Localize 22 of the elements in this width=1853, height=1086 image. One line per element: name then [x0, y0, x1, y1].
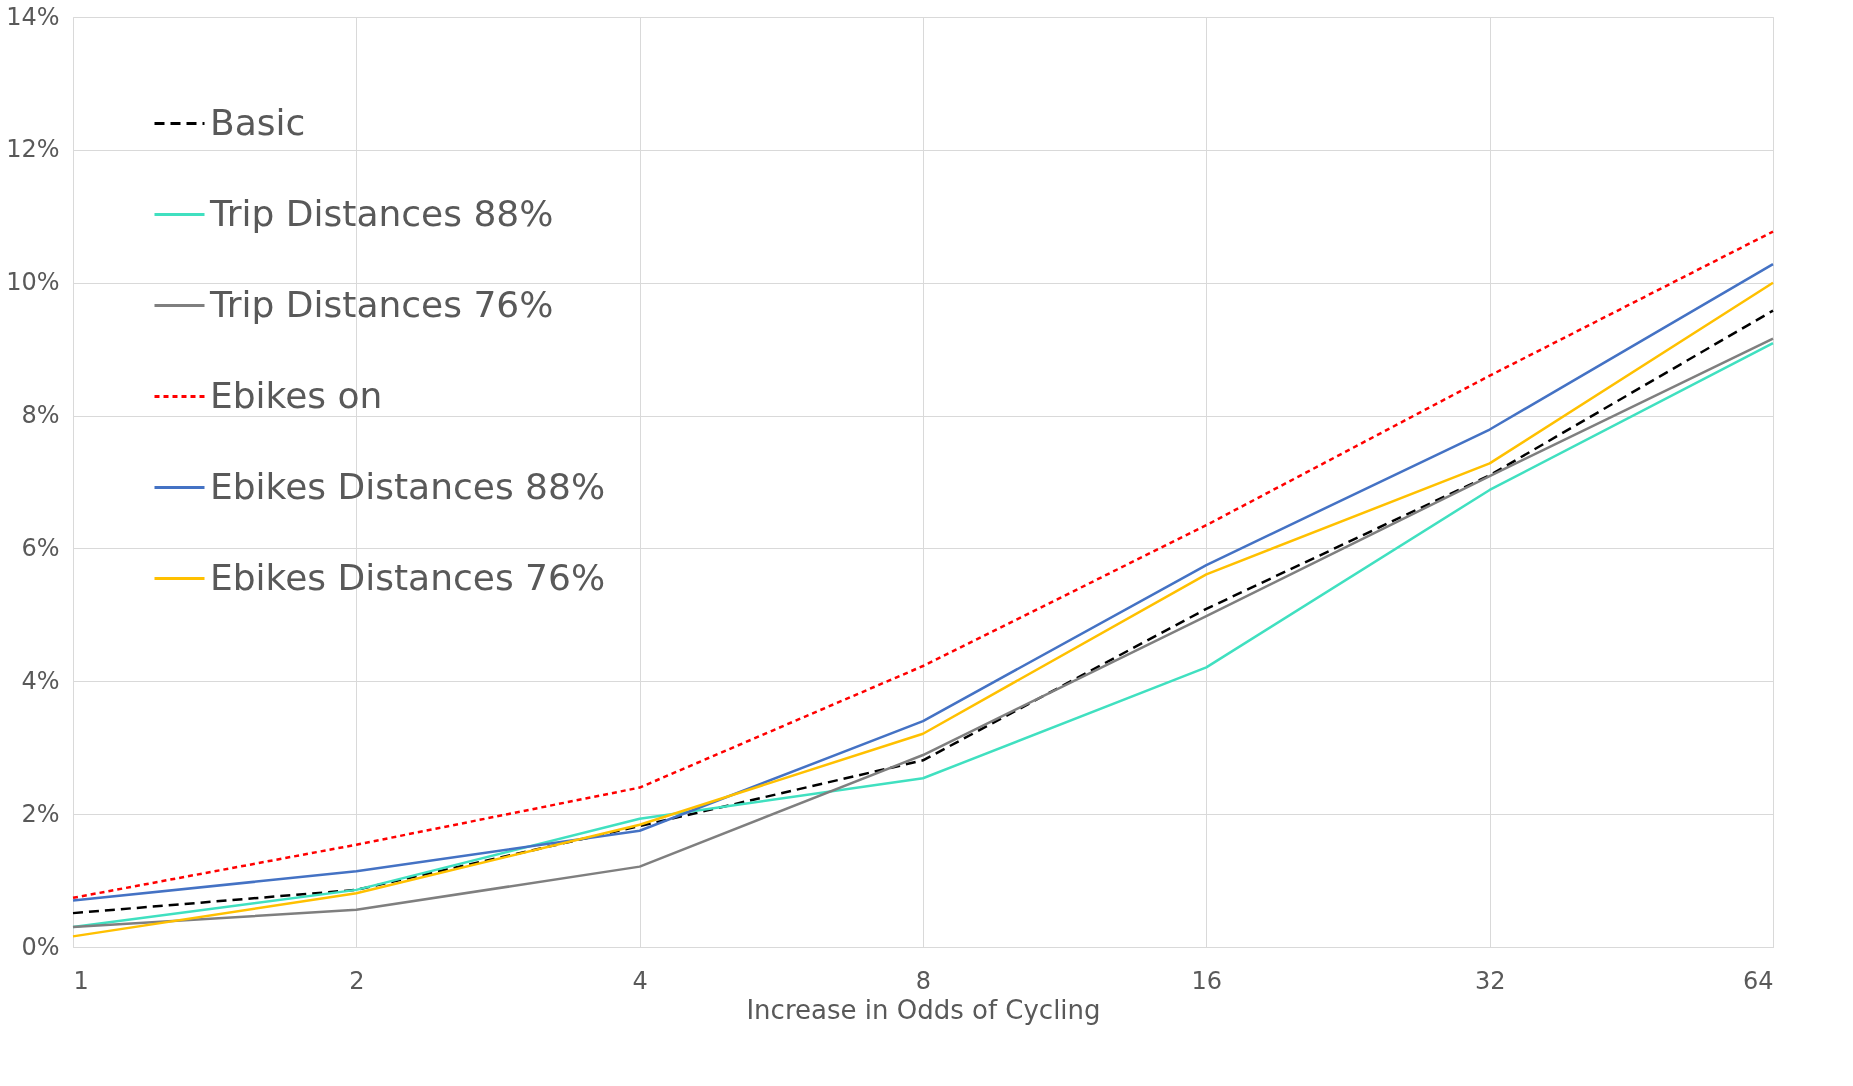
- legend-label: Trip Distances 76%: [209, 283, 554, 325]
- x-tick-label: 64: [1742, 966, 1774, 995]
- y-tick-label: 6%: [21, 533, 60, 562]
- y-tick-label: 8%: [21, 401, 60, 430]
- x-tick-label: 16: [1191, 966, 1223, 995]
- y-tick-label: 4%: [21, 666, 60, 695]
- x-tick-label: 4: [632, 966, 648, 995]
- legend-label: Ebikes Distances 76%: [210, 556, 606, 598]
- legend-label: Ebikes on: [210, 374, 383, 416]
- x-axis-title: Increase in Odds of Cycling: [746, 994, 1101, 1025]
- x-tick-label: 2: [349, 966, 365, 995]
- legend-label: Ebikes Distances 88%: [210, 465, 606, 507]
- legend-label: Basic: [210, 101, 306, 143]
- y-tick-label: 0%: [21, 932, 60, 961]
- y-tick-label: 10%: [6, 268, 60, 297]
- x-tick-label: 1: [73, 966, 89, 995]
- y-tick-label: 14%: [6, 2, 60, 31]
- x-tick-label: 8: [915, 966, 932, 995]
- x-tick-label: 32: [1474, 966, 1506, 995]
- y-tick-label: 2%: [21, 799, 60, 828]
- legend-label: Trip Distances 88%: [209, 192, 554, 234]
- y-tick-label: 12%: [6, 135, 60, 164]
